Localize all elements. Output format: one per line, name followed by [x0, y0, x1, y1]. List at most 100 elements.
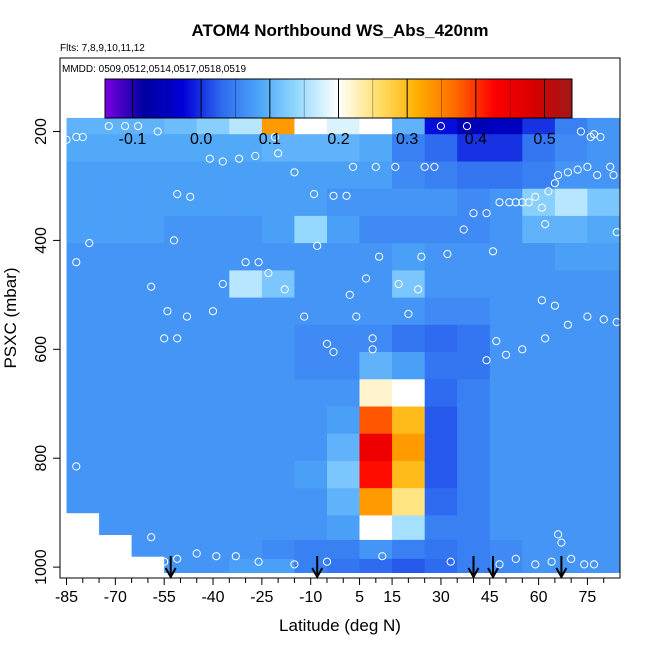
sample-point	[505, 198, 514, 207]
heatmap-cell	[359, 433, 393, 462]
heatmap-cell	[196, 215, 230, 244]
heatmap-cell	[392, 406, 426, 435]
sample-point	[391, 162, 400, 171]
sample-point	[313, 241, 322, 250]
heatmap-cell	[229, 134, 263, 162]
heatmap-cell	[489, 460, 523, 489]
sample-point	[72, 462, 81, 471]
heatmap-cell	[131, 433, 165, 462]
heatmap-cell	[359, 460, 393, 489]
heatmap-cell	[424, 134, 458, 162]
heatmap-cell	[66, 297, 100, 326]
heatmap-cell	[229, 297, 263, 326]
heatmap-cell	[131, 379, 165, 407]
sample-point	[348, 162, 358, 171]
heatmap-cell	[229, 558, 263, 573]
heatmap-cell	[554, 297, 588, 326]
heatmap-cell	[587, 215, 621, 244]
heatmap-cell	[131, 324, 165, 353]
heatmap-cell	[294, 270, 328, 299]
sample-point	[361, 274, 371, 283]
heatmap-cell	[196, 433, 230, 462]
heatmap-cell	[196, 460, 230, 489]
heatmap-cell	[99, 243, 133, 271]
heatmap-cell	[424, 117, 458, 135]
heatmap-cell	[359, 243, 393, 271]
sample-point	[563, 320, 573, 329]
sample-point	[342, 191, 351, 200]
heatmap-cell	[522, 406, 556, 435]
heatmap-cell	[294, 161, 328, 190]
heatmap-cell	[164, 433, 198, 462]
heatmap-cell	[327, 270, 361, 299]
heatmap-cell	[131, 117, 165, 135]
y-tick-label: 400	[33, 227, 50, 254]
heatmap-cell	[99, 134, 133, 162]
heatmap-cell	[261, 406, 295, 435]
sample-point	[430, 162, 439, 171]
heatmap-cell	[261, 558, 295, 573]
sample-point	[368, 345, 377, 354]
sample-point	[254, 557, 263, 566]
sample-point	[541, 334, 550, 343]
x-axis-label: Latitude (deg N)	[279, 616, 401, 635]
transect-arrow	[467, 556, 480, 580]
heatmap-cell	[424, 379, 458, 407]
heatmap-cell	[164, 297, 198, 326]
sample-point	[72, 132, 81, 142]
heatmap-cell	[327, 488, 361, 516]
heatmap-cell	[489, 324, 523, 353]
heatmap-cell	[587, 297, 621, 326]
heatmap-cell	[327, 460, 361, 489]
sample-point	[488, 247, 498, 256]
sample-point	[352, 312, 361, 321]
x-tick-label: -25	[250, 589, 273, 606]
heatmap-cell	[522, 488, 556, 516]
sample-point	[563, 168, 573, 177]
sample-point	[329, 191, 338, 200]
sample-point	[524, 198, 533, 207]
heatmap-cell	[457, 117, 491, 135]
heatmap-cell	[164, 352, 198, 380]
x-tick-label: 30	[432, 589, 450, 606]
sample-point	[576, 127, 586, 136]
sample-point	[518, 345, 527, 354]
heatmap-cell	[164, 379, 198, 407]
sample-point	[537, 296, 547, 305]
heatmap-cell	[522, 352, 556, 380]
sample-point	[459, 225, 468, 234]
heatmap-cell	[229, 515, 263, 541]
colorbar-tick-label: 0.1	[259, 131, 281, 148]
heatmap-cell	[392, 117, 426, 135]
heatmap-cell	[229, 488, 263, 516]
heatmap-cell	[587, 460, 621, 489]
heatmap-cell	[66, 117, 100, 135]
heatmap-cell	[66, 161, 100, 190]
heatmap-cell	[196, 324, 230, 353]
heatmap-cell	[327, 243, 361, 271]
sample-point	[274, 149, 283, 158]
sample-point	[345, 290, 354, 299]
sample-point	[550, 301, 560, 310]
x-tick-label: 15	[383, 589, 401, 606]
sample-point	[417, 252, 426, 261]
heatmap-cell	[522, 243, 556, 271]
sample-point	[85, 239, 94, 248]
heatmap-cell	[131, 406, 165, 435]
heatmap-cell	[261, 188, 295, 217]
sample-point	[270, 132, 279, 142]
x-tick-label: 5	[355, 589, 364, 606]
sample-point	[501, 350, 511, 359]
sample-point	[160, 334, 169, 343]
heatmap-cell	[261, 460, 295, 489]
sample-point	[554, 530, 563, 539]
sample-point	[482, 356, 491, 365]
heatmap-cell	[424, 488, 458, 516]
heatmap-cell	[359, 161, 393, 190]
sample-point	[583, 312, 592, 321]
heatmap-cell	[99, 352, 133, 380]
heatmap-cell	[554, 539, 588, 560]
heatmap-cell	[522, 379, 556, 407]
heatmap-cell	[359, 488, 393, 516]
heatmap-cell	[457, 215, 491, 244]
